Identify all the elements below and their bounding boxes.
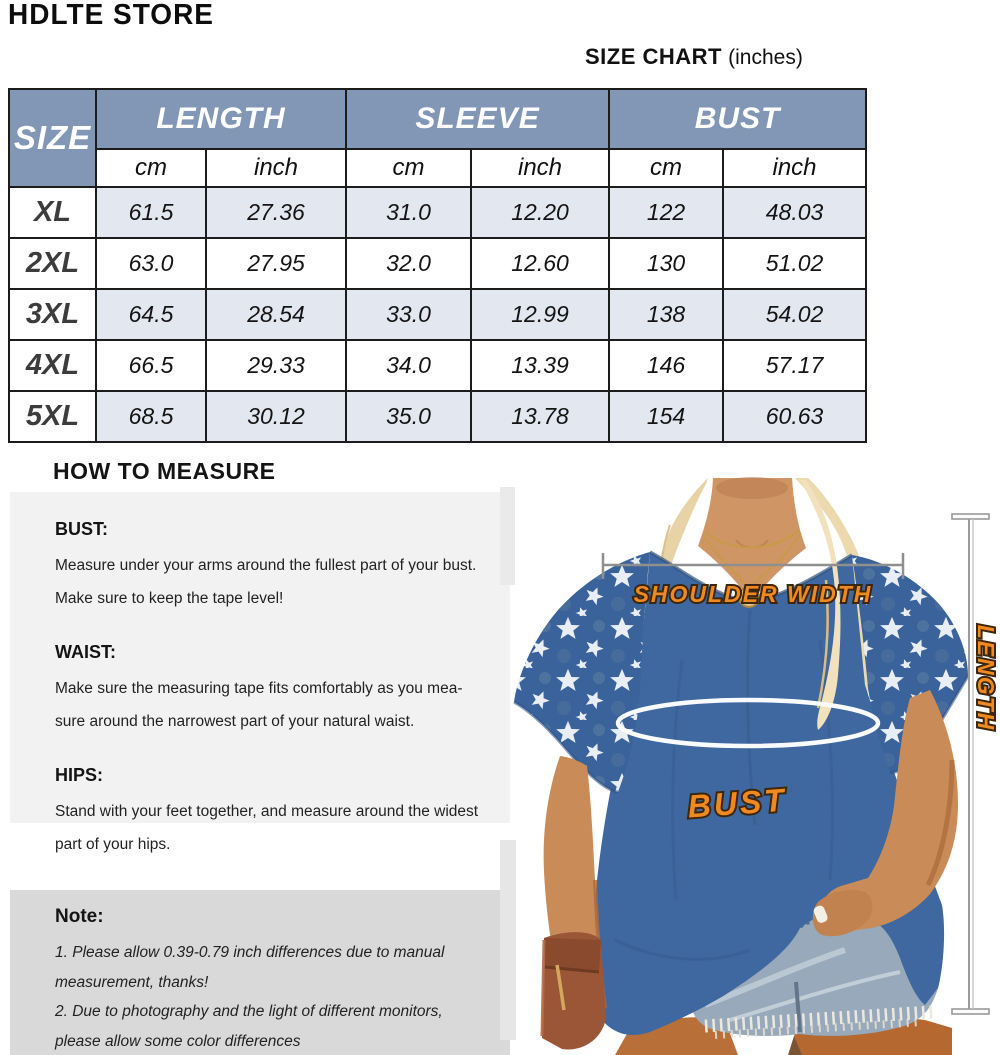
note-box: Note: 1. Please allow 0.39-0.79 inch dif… — [10, 890, 510, 1055]
denim-shorts — [615, 899, 952, 1055]
measure-section-bust: BUST: Measure under your arms around the… — [55, 519, 492, 615]
length-cm-value: 63.0 — [95, 237, 207, 290]
size-label: 4XL — [8, 339, 97, 392]
length-cm-value: 61.5 — [95, 186, 207, 239]
sleeve-cm-value: 31.0 — [345, 186, 473, 239]
size-label: 2XL — [8, 237, 97, 290]
bust-instruction-line: Make sure to keep the tape level! — [55, 590, 284, 607]
right-arm — [812, 690, 958, 937]
how-to-measure-panel: BUST: Measure under your arms around the… — [10, 492, 510, 853]
note-line: 2. Due to photography and the light of d… — [55, 1003, 443, 1020]
length-inch-value: 29.33 — [204, 339, 348, 392]
bust-cm-value: 130 — [608, 237, 725, 290]
shoulder-width-label: SHOULDER WIDTH — [634, 581, 873, 607]
bust-inch-value: 60.63 — [722, 390, 868, 443]
note-line: measurement, thanks! — [55, 973, 209, 991]
bust-inch-header: inch — [722, 148, 868, 188]
hips-section-label: HIPS: — [55, 765, 104, 785]
size-column-header: SIZE — [8, 88, 97, 188]
note-title: Note: — [55, 906, 104, 927]
length-label: LENGTH — [973, 625, 999, 732]
sleeve-cm-header: cm — [345, 148, 473, 188]
table-header-row: SIZE LENGTH SLEEVE BUST — [8, 88, 868, 188]
note-line: please allow some color differences — [55, 1032, 301, 1050]
bust-cm-value: 146 — [608, 339, 725, 392]
necklace — [702, 529, 802, 608]
length-cm-header: cm — [95, 148, 207, 188]
length-cm-value: 64.5 — [95, 288, 207, 341]
hair-front — [800, 480, 841, 730]
length-inch-value: 27.95 — [204, 237, 348, 290]
sleeve-inch-value: 12.20 — [470, 186, 611, 239]
bust-cm-value: 122 — [608, 186, 725, 239]
size-chart-title-main: SIZE CHART — [585, 44, 722, 69]
length-measure-line — [951, 513, 990, 1015]
bust-inch-value: 57.17 — [722, 339, 868, 392]
sleeve-cm-value: 34.0 — [345, 339, 473, 392]
sleeve-cm-value: 33.0 — [345, 288, 473, 341]
sleeve-cm-value: 32.0 — [345, 237, 473, 290]
waist-instruction-line: sure around the narrowest part of your n… — [55, 713, 415, 730]
clutch-bag — [540, 932, 606, 1050]
measure-section-waist: WAIST: Make sure the measuring tape fits… — [55, 642, 492, 738]
size-chart-table: SIZE LENGTH SLEEVE BUST cm inch cm inch … — [8, 88, 868, 443]
sleeve-inch-header: inch — [470, 148, 611, 188]
bust-label: BUST — [687, 782, 788, 825]
measure-section-hips: HIPS: Stand with your feet together, and… — [55, 765, 492, 861]
hips-instruction-line: part of your hips. — [55, 836, 171, 853]
fingernail — [813, 905, 828, 923]
sleeve-inch-value: 12.99 — [470, 288, 611, 341]
bust-section-label: BUST: — [55, 519, 108, 539]
sleeve-cm-value: 35.0 — [345, 390, 473, 443]
length-cm-value: 68.5 — [95, 390, 207, 443]
size-chart-title: SIZE CHART (inches) — [585, 44, 803, 70]
size-label: 5XL — [8, 390, 97, 443]
table-row: XL 61.5 27.36 31.0 12.20 122 48.03 — [8, 186, 868, 239]
bust-cm-value: 138 — [608, 288, 725, 341]
model-photo-illustration: SHOULDER WIDTH BUST LENGTH — [500, 477, 1000, 1055]
length-inch-value: 30.12 — [204, 390, 348, 443]
note-line: 1. Please allow 0.39-0.79 inch differenc… — [55, 944, 445, 961]
model-photo: SHOULDER WIDTH BUST LENGTH — [500, 460, 1000, 1055]
sleeve-inch-value: 13.39 — [470, 339, 611, 392]
table-row: 3XL 64.5 28.54 33.0 12.99 138 54.02 — [8, 288, 868, 341]
sleeve-group-header: SLEEVE — [345, 88, 611, 150]
bust-measure-line — [615, 697, 881, 749]
length-inch-value: 28.54 — [204, 288, 348, 341]
bust-instruction-line: Measure under your arms around the fulle… — [55, 557, 477, 574]
photo-background — [500, 487, 516, 1040]
table-row: 2XL 63.0 27.95 32.0 12.60 130 51.02 — [8, 237, 868, 290]
bust-inch-value: 48.03 — [722, 186, 868, 239]
table-unit-row: cm inch cm inch cm inch — [9, 148, 868, 188]
table-row: 5XL 68.5 30.12 35.0 13.78 154 60.63 — [8, 390, 868, 443]
bust-inch-value: 51.02 — [722, 237, 868, 290]
pendant — [738, 586, 760, 608]
bust-cm-header: cm — [608, 148, 725, 188]
sleeve-inch-value: 12.60 — [470, 237, 611, 290]
how-to-measure-title: HOW TO MEASURE — [53, 458, 276, 484]
size-label: XL — [8, 186, 97, 239]
length-inch-header: inch — [204, 148, 348, 188]
waist-section-label: WAIST: — [55, 642, 116, 662]
length-group-header: LENGTH — [94, 88, 348, 150]
hand — [812, 889, 873, 937]
length-cm-value: 66.5 — [95, 339, 207, 392]
bust-group-header: BUST — [608, 88, 868, 150]
length-inch-value: 27.36 — [204, 186, 348, 239]
size-label: 3XL — [8, 288, 97, 341]
bust-inch-value: 54.02 — [722, 288, 868, 341]
sleeve-inch-value: 13.78 — [470, 390, 611, 443]
table-row: 4XL 66.5 29.33 34.0 13.39 146 57.17 — [8, 339, 868, 392]
bust-cm-value: 154 — [608, 390, 725, 443]
shoulder-width-measure-line — [601, 553, 905, 579]
waist-instruction-line: Make sure the measuring tape fits comfor… — [55, 680, 463, 697]
size-chart-title-unit: (inches) — [728, 46, 803, 69]
model-skin — [698, 477, 806, 602]
store-name: HDLTE STORE — [8, 0, 214, 31]
hips-instruction-line: Stand with your feet together, and measu… — [55, 803, 479, 820]
